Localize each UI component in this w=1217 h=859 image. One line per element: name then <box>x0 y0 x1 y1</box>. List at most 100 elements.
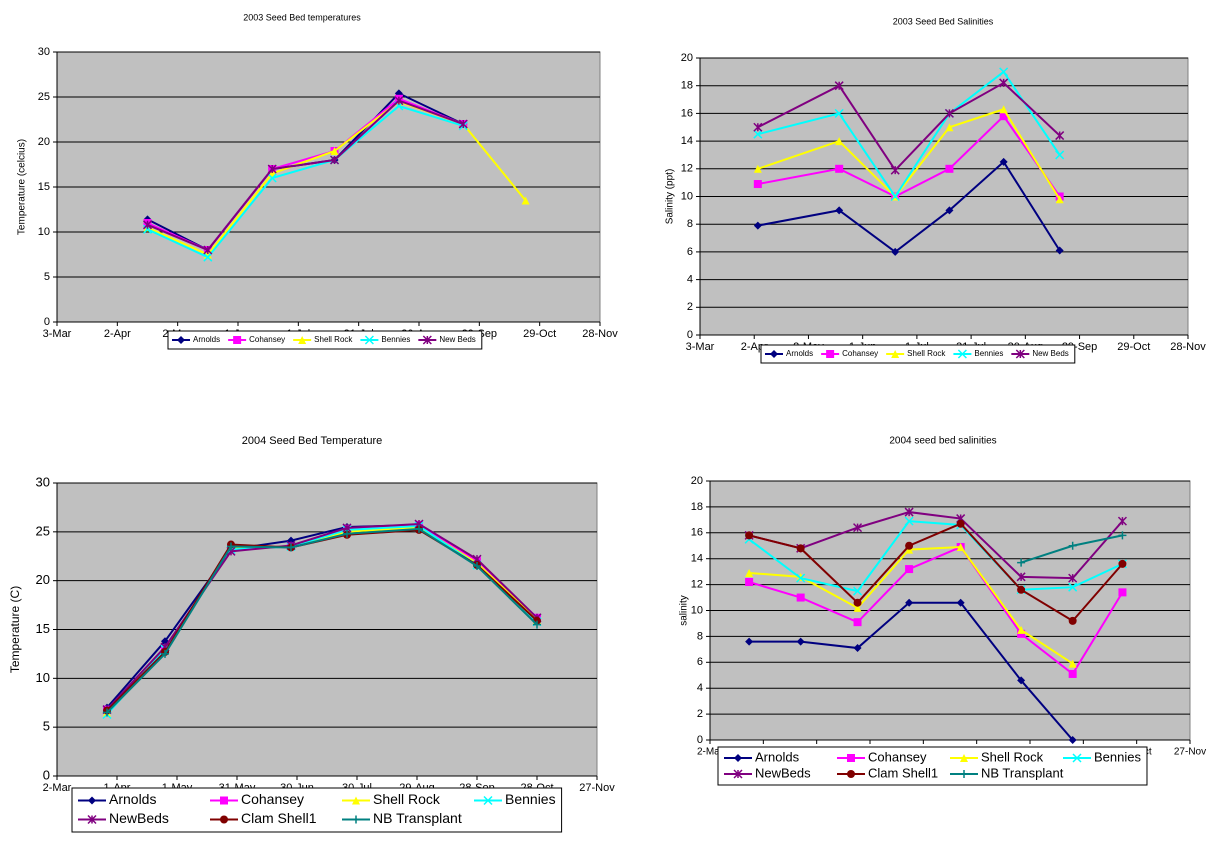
point <box>733 769 743 779</box>
point <box>142 220 153 230</box>
point <box>945 164 954 173</box>
chart-title: 2004 seed bed salinities <box>889 436 996 447</box>
point <box>835 137 844 146</box>
point <box>220 796 228 805</box>
chart-title: 2004 Seed Bed Temperature <box>242 435 382 447</box>
point <box>298 336 307 344</box>
legend-label: Cohansey <box>868 749 927 764</box>
x-tick-label: 27-Nov <box>1174 747 1206 758</box>
point <box>753 122 763 132</box>
legend-label: NB Transplant <box>981 765 1064 780</box>
chart: 2004 seed bed salinities salinity 0 2 4 6 8 10 1… <box>679 436 1206 786</box>
point <box>343 529 351 538</box>
point <box>1055 131 1065 141</box>
point <box>745 578 754 587</box>
point <box>1068 736 1077 744</box>
point <box>796 544 805 553</box>
point <box>891 247 900 256</box>
point <box>233 336 242 344</box>
legend-label: Shell Rock <box>907 349 946 358</box>
y-tick-label: 18 <box>681 80 693 92</box>
point <box>1055 150 1065 160</box>
y-tick-label: 20 <box>691 475 703 487</box>
y-tick-label: 20 <box>36 572 50 587</box>
point <box>1117 516 1127 526</box>
point <box>956 519 965 528</box>
y-tick-label: 18 <box>691 501 703 513</box>
series-line <box>757 108 1061 200</box>
point <box>287 543 295 552</box>
point <box>847 770 855 778</box>
legend-box <box>167 330 483 350</box>
point <box>745 531 754 540</box>
legend-label: Clam Shell1 <box>241 810 317 826</box>
point <box>394 96 404 106</box>
legend-label: Shell Rock <box>981 749 1044 764</box>
point <box>960 770 968 778</box>
point <box>999 78 1009 88</box>
point <box>999 105 1008 114</box>
x-tick-label: 2-Mar <box>697 747 724 758</box>
point <box>890 165 900 175</box>
y-tick-label: 10 <box>681 190 693 202</box>
point <box>415 524 423 533</box>
point <box>161 649 169 658</box>
point <box>834 81 844 91</box>
point <box>753 129 763 139</box>
point <box>267 164 277 174</box>
y-tick-label: 5 <box>43 719 50 734</box>
chart: 2004 Seed Bed Temperature Temperature (C)… <box>8 435 615 833</box>
series-line <box>106 527 538 714</box>
legend-box <box>717 746 1148 786</box>
point <box>826 350 835 358</box>
point <box>745 637 754 646</box>
legend-label: Shell Rock <box>314 335 353 344</box>
legend: Arnolds Cohansey Shell Rock Bennies NewBeds C… <box>71 787 563 833</box>
point <box>796 637 805 646</box>
y-tick-label: 20 <box>38 136 50 148</box>
point <box>957 349 967 359</box>
point <box>1017 625 1026 634</box>
point <box>853 586 863 596</box>
series-line <box>147 99 464 252</box>
x-tick-label: 2-Apr <box>104 328 131 340</box>
point <box>956 543 965 552</box>
y-tick-label: 0 <box>43 767 50 782</box>
y-axis-label: Temperature (C) <box>8 586 22 673</box>
legend-label: Arnolds <box>755 749 800 764</box>
y-axis-label: salinity <box>679 595 690 626</box>
point <box>999 112 1008 121</box>
legend-label: NewBeds <box>109 810 169 826</box>
point <box>905 541 914 550</box>
point <box>853 523 863 533</box>
point <box>945 123 954 132</box>
point <box>422 335 432 345</box>
chart-title: 2003 Seed Bed temperatures <box>243 12 361 22</box>
chart: 2003 Seed Bed temperatures Temperature (c… <box>17 12 618 350</box>
legend-label: Bennies <box>1094 749 1141 764</box>
legend-label: Shell Rock <box>373 791 441 807</box>
y-tick-label: 10 <box>691 604 703 616</box>
point <box>220 815 228 824</box>
legend-label: Cohansey <box>249 335 285 344</box>
y-tick-label: 10 <box>36 670 50 685</box>
legend-label: New Beds <box>1032 349 1068 358</box>
point <box>88 796 96 805</box>
y-tick-label: 6 <box>687 246 693 258</box>
y-tick-label: 25 <box>36 523 50 538</box>
y-tick-label: 0 <box>44 316 50 328</box>
point <box>904 507 914 517</box>
x-tick-label: 27-Nov <box>579 782 615 794</box>
point <box>944 108 954 118</box>
legend-label: NewBeds <box>755 765 811 780</box>
series-line <box>748 511 1124 580</box>
point <box>87 814 97 825</box>
y-tick-label: 30 <box>38 46 50 58</box>
y-tick-label: 16 <box>691 527 703 539</box>
x-tick-label: 28-Nov <box>1170 341 1206 353</box>
point <box>753 221 762 230</box>
x-tick-label: 29-Oct <box>1117 341 1150 353</box>
point <box>834 108 844 118</box>
legend-box <box>71 787 563 833</box>
